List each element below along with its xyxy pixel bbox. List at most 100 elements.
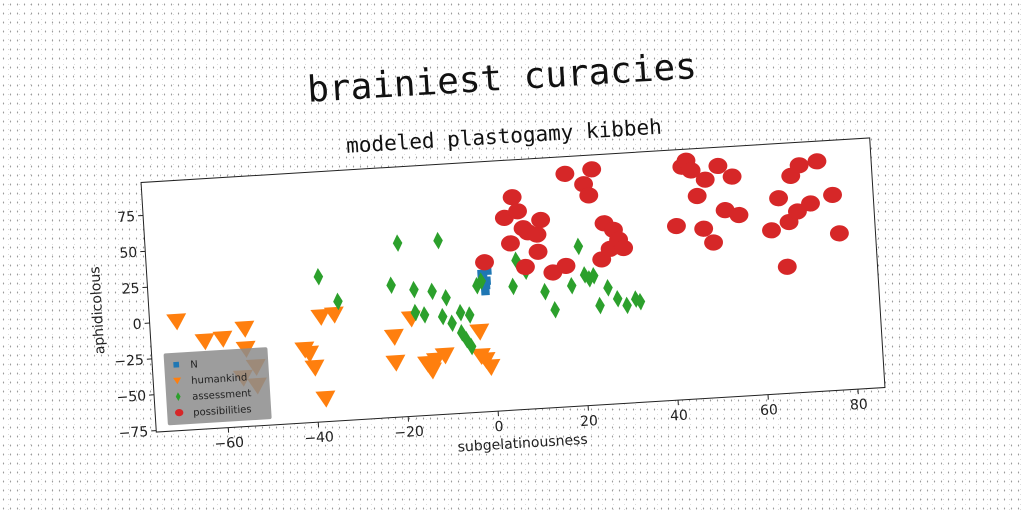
point-humankind xyxy=(310,308,331,326)
point-assessment xyxy=(550,300,560,319)
point-assessment xyxy=(410,303,421,322)
point-possibilities xyxy=(508,203,527,220)
x-tick-label: −20 xyxy=(394,424,424,442)
x-ticks: −60 −40 −20 0 20 40 60 80 xyxy=(214,389,869,453)
point-possibilities xyxy=(475,254,494,271)
y-tick-label: 25 xyxy=(121,281,140,298)
point-possibilities xyxy=(708,157,728,175)
point-assessment xyxy=(427,282,437,301)
y-tick-label: 0 xyxy=(132,317,142,334)
series-assessment xyxy=(313,231,646,356)
point-assessment xyxy=(464,306,475,324)
point-possibilities xyxy=(687,187,707,205)
point-possibilities xyxy=(582,161,602,178)
x-tick-label: −40 xyxy=(304,429,334,447)
point-possibilities xyxy=(502,189,522,206)
y-tick-label: −50 xyxy=(116,388,146,406)
point-humankind xyxy=(194,333,215,351)
point-possibilities xyxy=(704,234,724,251)
y-tick-label: −25 xyxy=(114,352,144,370)
point-possibilities xyxy=(515,258,535,276)
point-possibilities xyxy=(556,257,576,275)
point-assessment xyxy=(566,276,577,295)
legend-label: possibilities xyxy=(193,404,252,419)
point-possibilities xyxy=(614,239,634,257)
point-humankind xyxy=(383,328,404,346)
point-possibilities xyxy=(579,187,599,204)
legend-marker xyxy=(173,377,182,385)
point-assessment xyxy=(466,337,477,356)
data-marks xyxy=(166,152,849,408)
point-possibilities xyxy=(555,165,575,182)
point-assessment xyxy=(441,288,451,307)
point-assessment xyxy=(313,267,324,286)
point-assessment xyxy=(447,314,457,333)
point-humankind xyxy=(480,358,501,376)
axes-group: modeled plastogamy kibbeh −60 −40 −20 0 20 40… xyxy=(87,115,886,456)
point-humankind xyxy=(469,323,490,341)
point-assessment xyxy=(386,276,396,295)
point-possibilities xyxy=(823,186,842,204)
point-possibilities xyxy=(694,220,714,237)
point-possibilities xyxy=(722,168,742,185)
legend-marker xyxy=(173,361,180,368)
point-assessment xyxy=(472,276,482,295)
point-humankind xyxy=(166,313,187,331)
y-axis-label: aphidicolous xyxy=(87,266,108,355)
axes-title: modeled plastogamy kibbeh xyxy=(345,115,662,158)
x-tick-label: 60 xyxy=(760,402,779,419)
point-humankind xyxy=(315,390,336,408)
point-humankind xyxy=(299,345,320,363)
point-assessment xyxy=(433,231,443,250)
point-assessment xyxy=(437,307,448,326)
legend-marker xyxy=(175,392,181,402)
point-possibilities xyxy=(762,222,781,239)
y-tick-label: 75 xyxy=(117,209,136,226)
point-possibilities xyxy=(789,157,809,174)
point-assessment xyxy=(409,280,419,299)
series-possibilities xyxy=(475,152,849,281)
legend-label: humankind xyxy=(191,372,248,386)
legend-box xyxy=(163,347,272,426)
point-humankind xyxy=(234,320,255,338)
point-possibilities xyxy=(801,195,820,212)
y-tick-label: 50 xyxy=(119,245,138,262)
x-tick-label: 0 xyxy=(494,419,504,436)
point-humankind xyxy=(212,330,233,348)
point-assessment xyxy=(508,277,518,296)
point-assessment xyxy=(333,292,343,311)
point-possibilities xyxy=(501,235,520,252)
point-assessment xyxy=(455,303,466,322)
x-tick-label: 80 xyxy=(850,397,869,414)
point-assessment xyxy=(392,234,403,252)
point-assessment xyxy=(540,282,550,301)
legend-label: assessment xyxy=(192,388,252,403)
legend-marker xyxy=(174,409,184,417)
point-assessment xyxy=(635,292,646,311)
point-possibilities xyxy=(681,162,701,179)
point-assessment xyxy=(584,270,595,288)
x-tick-label: 40 xyxy=(670,408,689,425)
point-humankind xyxy=(304,359,325,377)
point-humankind xyxy=(434,347,455,365)
point-possibilities xyxy=(807,153,827,170)
point-assessment xyxy=(476,272,486,290)
point-assessment xyxy=(603,279,613,297)
point-assessment xyxy=(622,296,632,315)
point-possibilities xyxy=(527,226,547,243)
point-possibilities xyxy=(729,206,749,224)
point-possibilities xyxy=(695,171,715,188)
point-n xyxy=(480,286,490,296)
point-possibilities xyxy=(528,243,548,260)
point-assessment xyxy=(588,266,599,285)
legend-label: N xyxy=(190,359,198,370)
point-assessment xyxy=(612,289,623,308)
point-possibilities xyxy=(769,190,789,207)
figure-suptitle: brainiest curacies xyxy=(306,46,698,111)
y-tick-label: −75 xyxy=(118,424,148,442)
point-humankind xyxy=(323,306,344,324)
y-ticks: −75 −50 −25 0 25 50 75 xyxy=(114,209,157,442)
point-humankind xyxy=(385,354,406,372)
